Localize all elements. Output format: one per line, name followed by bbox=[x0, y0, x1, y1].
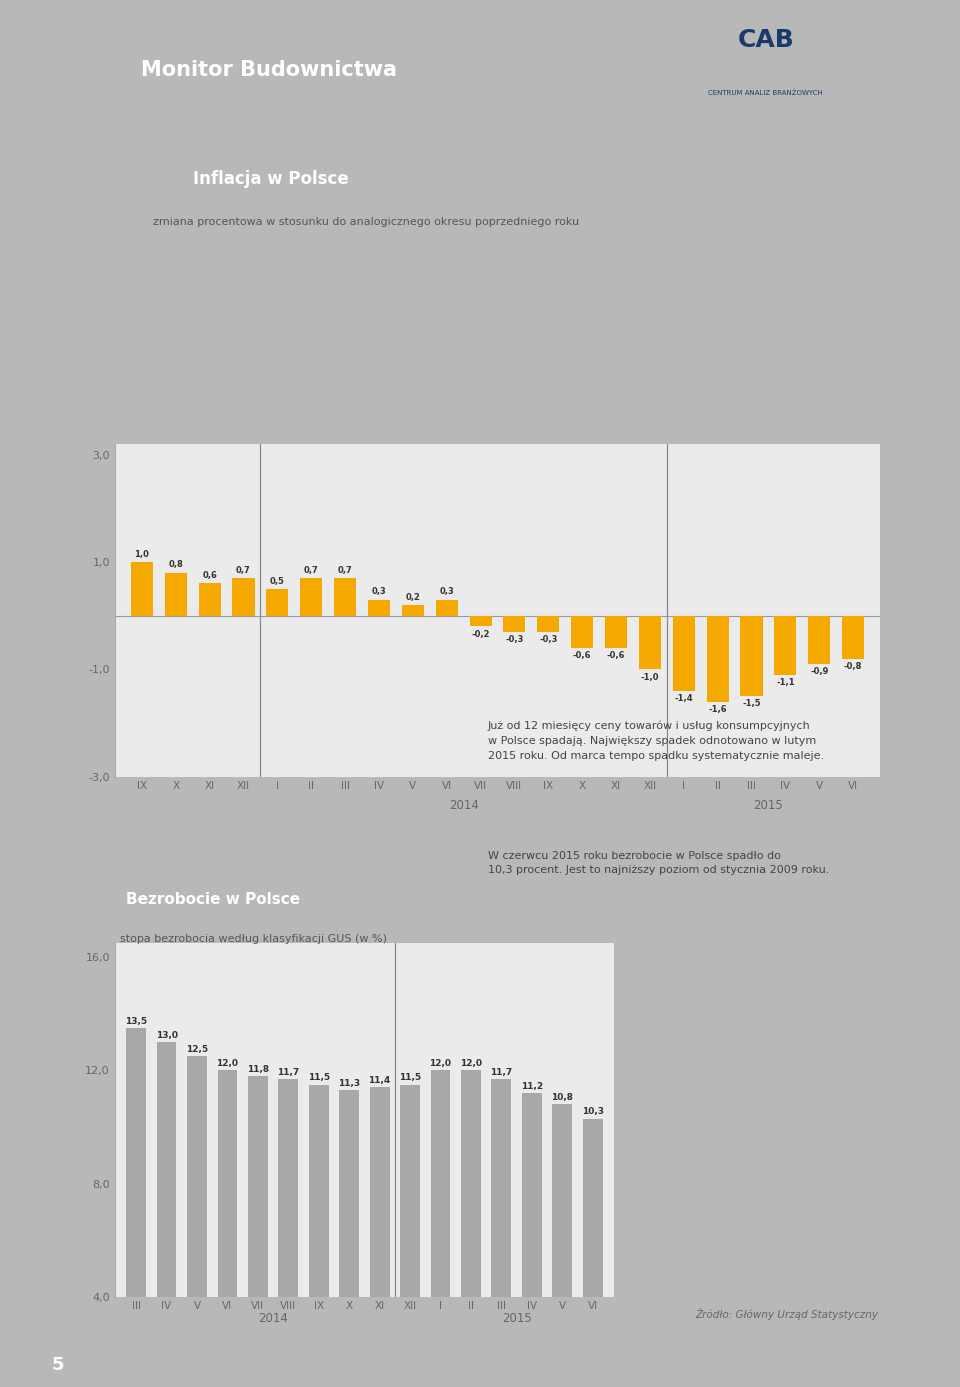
Text: 11,7: 11,7 bbox=[277, 1068, 300, 1076]
Text: W czerwcu 2015 roku bezrobocie w Polsce spadło do
10,3 procent. Jest to najniższ: W czerwcu 2015 roku bezrobocie w Polsce … bbox=[488, 850, 829, 875]
Bar bbox=[368, 599, 390, 616]
Text: -0,6: -0,6 bbox=[573, 651, 591, 660]
Bar bbox=[156, 1042, 177, 1387]
Text: 11,8: 11,8 bbox=[247, 1065, 269, 1074]
Bar bbox=[469, 616, 492, 627]
Text: Bezrobocie w Polsce: Bezrobocie w Polsce bbox=[126, 892, 300, 907]
Text: 11,5: 11,5 bbox=[307, 1074, 330, 1082]
Bar bbox=[165, 573, 187, 616]
Bar bbox=[248, 1076, 268, 1387]
Text: Inflacja w Polsce: Inflacja w Polsce bbox=[193, 169, 348, 187]
Bar bbox=[278, 1079, 299, 1387]
Text: 0,7: 0,7 bbox=[304, 566, 319, 574]
Bar bbox=[842, 616, 864, 659]
Bar bbox=[522, 1093, 541, 1387]
Bar bbox=[199, 584, 221, 616]
Text: 2015: 2015 bbox=[754, 799, 783, 813]
Bar bbox=[583, 1118, 603, 1387]
Bar bbox=[400, 1085, 420, 1387]
Bar bbox=[339, 1090, 359, 1387]
Text: Źródło: Główny Urząd Statystyczny: Źródło: Główny Urząd Statystyczny bbox=[695, 1308, 877, 1320]
Bar bbox=[605, 616, 627, 648]
Bar bbox=[402, 605, 423, 616]
Bar bbox=[218, 1071, 237, 1387]
Bar bbox=[808, 616, 830, 664]
Text: 5: 5 bbox=[51, 1355, 64, 1373]
Text: 2015: 2015 bbox=[502, 1312, 532, 1326]
Text: -1,6: -1,6 bbox=[708, 705, 727, 714]
Text: 12,0: 12,0 bbox=[460, 1060, 482, 1068]
Text: -1,5: -1,5 bbox=[742, 699, 761, 709]
Text: 0,8: 0,8 bbox=[168, 560, 183, 570]
Text: 2014: 2014 bbox=[448, 799, 479, 813]
Text: 12,0: 12,0 bbox=[216, 1060, 238, 1068]
Text: 0,3: 0,3 bbox=[440, 587, 454, 596]
Bar bbox=[538, 616, 560, 631]
Text: stopa bezrobocia według klasyfikacji GUS (w %): stopa bezrobocia według klasyfikacji GUS… bbox=[120, 933, 387, 945]
Text: CENTRUM ANALIZ BRANŻOWYCH: CENTRUM ANALIZ BRANŻOWYCH bbox=[708, 89, 823, 96]
Text: 0,7: 0,7 bbox=[338, 566, 352, 574]
Text: 11,2: 11,2 bbox=[520, 1082, 542, 1090]
Text: 12,5: 12,5 bbox=[186, 1044, 208, 1054]
Text: Monitor Budownictwa: Monitor Budownictwa bbox=[141, 60, 397, 80]
Bar bbox=[740, 616, 762, 696]
Bar bbox=[571, 616, 593, 648]
Bar bbox=[673, 616, 695, 691]
Bar bbox=[492, 1079, 512, 1387]
Text: 10,8: 10,8 bbox=[551, 1093, 573, 1103]
Text: 0,5: 0,5 bbox=[270, 577, 285, 585]
Bar bbox=[187, 1057, 206, 1387]
Bar bbox=[232, 578, 254, 616]
Text: -1,4: -1,4 bbox=[675, 694, 693, 703]
Text: 12,0: 12,0 bbox=[429, 1060, 451, 1068]
Bar bbox=[126, 1028, 146, 1387]
Text: -0,8: -0,8 bbox=[844, 662, 862, 671]
Text: -1,0: -1,0 bbox=[640, 673, 660, 681]
Text: 0,3: 0,3 bbox=[372, 587, 386, 596]
Bar bbox=[431, 1071, 450, 1387]
Text: zmiana procentowa w stosunku do analogicznego okresu poprzedniego roku: zmiana procentowa w stosunku do analogic… bbox=[153, 216, 579, 226]
Text: 11,5: 11,5 bbox=[399, 1074, 421, 1082]
Text: CAB: CAB bbox=[737, 28, 794, 53]
Bar bbox=[370, 1087, 390, 1387]
Text: -1,1: -1,1 bbox=[776, 678, 795, 687]
Bar bbox=[639, 616, 660, 670]
Text: 10,3: 10,3 bbox=[582, 1107, 604, 1117]
Text: 0,7: 0,7 bbox=[236, 566, 251, 574]
Bar bbox=[775, 616, 797, 674]
Bar bbox=[309, 1085, 328, 1387]
Text: 13,0: 13,0 bbox=[156, 1031, 178, 1040]
Bar bbox=[707, 616, 729, 702]
Text: -0,6: -0,6 bbox=[607, 651, 625, 660]
Bar bbox=[131, 562, 153, 616]
Text: 11,3: 11,3 bbox=[338, 1079, 360, 1087]
Text: -0,3: -0,3 bbox=[505, 635, 523, 644]
Bar bbox=[266, 589, 288, 616]
Text: 2014: 2014 bbox=[258, 1312, 288, 1326]
Bar bbox=[334, 578, 356, 616]
Bar bbox=[436, 599, 458, 616]
Text: 0,6: 0,6 bbox=[203, 571, 217, 580]
Bar bbox=[300, 578, 323, 616]
Text: 13,5: 13,5 bbox=[125, 1017, 147, 1026]
Bar bbox=[503, 616, 525, 631]
Text: 0,2: 0,2 bbox=[405, 592, 420, 602]
Text: 1,0: 1,0 bbox=[134, 549, 150, 559]
Text: 11,4: 11,4 bbox=[369, 1076, 391, 1085]
Bar bbox=[552, 1104, 572, 1387]
Bar bbox=[461, 1071, 481, 1387]
Text: -0,2: -0,2 bbox=[471, 630, 490, 638]
Text: -0,9: -0,9 bbox=[810, 667, 828, 677]
Text: 11,7: 11,7 bbox=[491, 1068, 513, 1076]
Text: -0,3: -0,3 bbox=[540, 635, 558, 644]
Text: Już od 12 miesięcy ceny towarów i usług konsumpcyjnych
w Polsce spadają. Najwięk: Już od 12 miesięcy ceny towarów i usług … bbox=[488, 721, 824, 760]
